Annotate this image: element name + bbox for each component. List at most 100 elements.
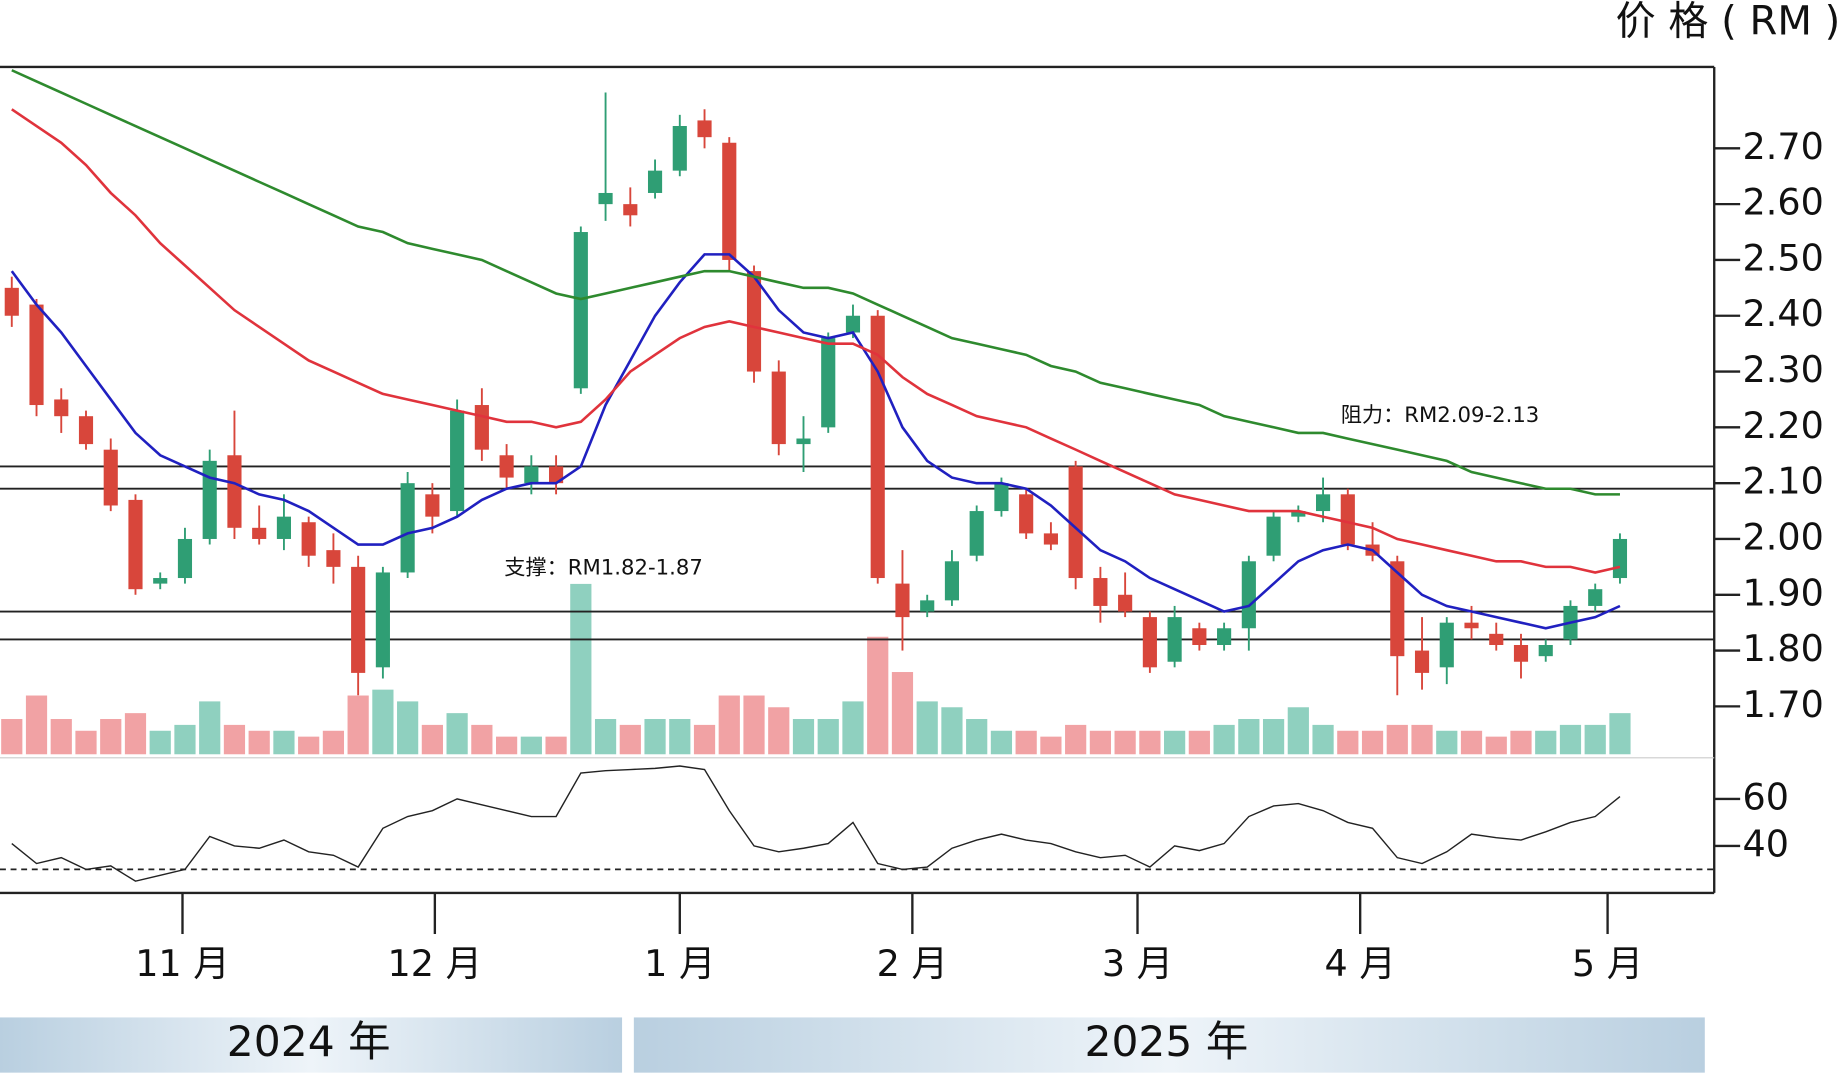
volume-bar xyxy=(1485,736,1507,755)
volume-bar xyxy=(149,730,171,755)
volume-bar xyxy=(1411,724,1433,755)
x-tick-label: 5 月 xyxy=(1572,942,1643,985)
year-label: 2024 年 xyxy=(227,1017,391,1066)
candle-body xyxy=(672,126,687,171)
candle-body xyxy=(1167,617,1182,662)
volume-bar xyxy=(273,730,295,755)
candle-body xyxy=(326,550,341,567)
rsi-line xyxy=(11,765,1621,882)
x-tick-label: 4 月 xyxy=(1324,942,1395,985)
x-tick-label: 12 月 xyxy=(388,942,483,985)
candle-body xyxy=(845,315,861,333)
volume-bar xyxy=(397,701,419,755)
volume-bar xyxy=(1213,724,1235,755)
year-band xyxy=(0,1017,623,1073)
volume-bar xyxy=(1114,730,1136,755)
axis-title: 价 格 ( RM ) xyxy=(1616,0,1841,44)
volume-bar xyxy=(842,701,864,755)
candle-body xyxy=(623,204,638,216)
candle-body xyxy=(425,494,440,517)
rsi-tick-label: 40 xyxy=(1743,822,1789,865)
candle-body xyxy=(969,511,984,556)
volume-bar xyxy=(25,695,48,755)
volume-bar xyxy=(1386,724,1408,755)
volume-bar xyxy=(421,724,443,755)
y-tick-label: 2.00 xyxy=(1743,516,1824,559)
volume-bar xyxy=(644,719,666,755)
candle-body xyxy=(1439,622,1454,668)
candle-body xyxy=(1068,466,1083,579)
candle-body xyxy=(920,600,935,612)
candle-body xyxy=(1266,516,1281,556)
candle-body xyxy=(1043,533,1058,545)
volume-bar xyxy=(693,724,716,755)
candle-body xyxy=(29,304,44,406)
candle-body xyxy=(1142,617,1157,668)
volume-bar xyxy=(495,736,518,755)
y-tick-label: 2.70 xyxy=(1743,125,1824,168)
y-tick-label: 2.50 xyxy=(1743,236,1824,279)
volume-bar xyxy=(867,636,889,755)
candle-body xyxy=(1118,594,1133,612)
candle-body xyxy=(746,271,762,372)
x-tick-label: 11 月 xyxy=(135,942,230,985)
volume-bar xyxy=(941,707,963,755)
volume-bar xyxy=(891,672,914,755)
x-tick-label: 2 月 xyxy=(877,942,948,985)
candle-body xyxy=(1093,578,1108,606)
candle-body xyxy=(227,455,242,528)
volume-bar xyxy=(298,736,320,755)
y-tick-label: 2.40 xyxy=(1743,292,1824,335)
volume-bar xyxy=(174,724,196,755)
candle-body xyxy=(252,527,267,539)
volume-bar xyxy=(1436,730,1458,755)
candle-body xyxy=(821,338,836,428)
candle-body xyxy=(4,287,19,316)
candle-body xyxy=(78,416,94,445)
candle-body xyxy=(598,192,613,205)
volume-bar xyxy=(248,730,270,755)
volume-bar xyxy=(347,695,369,755)
candle-body xyxy=(895,583,910,618)
candle-body xyxy=(1291,511,1306,517)
y-tick-label: 2.10 xyxy=(1743,460,1824,503)
volume-bar xyxy=(471,724,493,755)
candle-body xyxy=(1390,561,1405,657)
volume-bar xyxy=(50,719,72,755)
volume-bar xyxy=(1015,730,1037,755)
candle-body xyxy=(771,371,786,445)
candle-body xyxy=(647,170,663,193)
volume-bar xyxy=(594,719,617,755)
rsi-tick-label: 60 xyxy=(1743,775,1789,818)
volume-bar xyxy=(100,719,122,755)
volume-bar xyxy=(817,719,839,755)
volume-bar xyxy=(199,701,221,755)
y-tick-label: 1.70 xyxy=(1743,683,1824,726)
volume-bar xyxy=(1287,707,1309,755)
volume-bar xyxy=(916,701,938,755)
volume-bar xyxy=(1337,730,1359,755)
volume-bar xyxy=(570,583,592,755)
x-tick-label: 1 月 xyxy=(644,942,715,985)
candle-body xyxy=(1192,628,1207,645)
candle-body xyxy=(524,466,539,484)
candle-body xyxy=(301,522,316,556)
volume-bar xyxy=(223,724,246,755)
volume-bar xyxy=(718,695,740,755)
volume-bar xyxy=(1609,713,1631,755)
candle-body xyxy=(994,483,1009,512)
candle-body xyxy=(1315,494,1331,512)
volume-bar xyxy=(1040,736,1062,755)
volume-bar xyxy=(743,695,765,755)
volume-bar xyxy=(520,736,542,755)
volume-bar xyxy=(990,730,1013,755)
candle-body xyxy=(1340,494,1355,545)
year-label: 2025 年 xyxy=(1084,1017,1248,1066)
volume-bar xyxy=(966,719,988,755)
y-tick-label: 2.30 xyxy=(1743,348,1824,391)
volume-bar xyxy=(1460,730,1483,755)
candle-body xyxy=(276,516,291,539)
volume-bar xyxy=(1,719,23,755)
